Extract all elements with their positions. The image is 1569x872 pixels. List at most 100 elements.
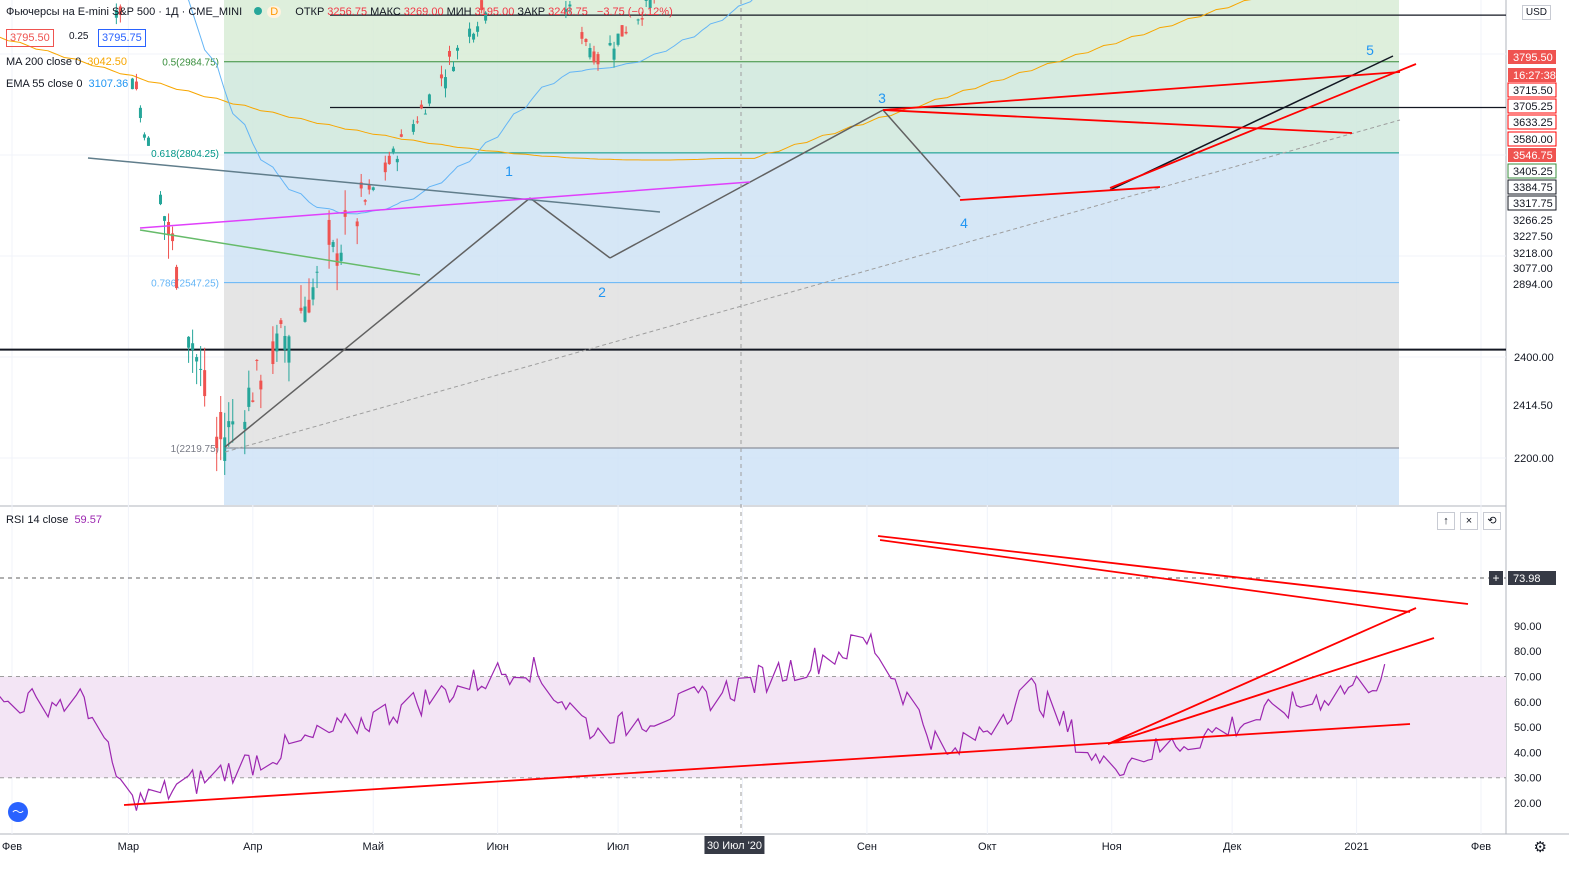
candle-body-69 [359, 182, 363, 189]
candle-body-79 [415, 121, 419, 123]
time-label-10: Дек [1223, 841, 1242, 853]
time-label-9: Ноя [1102, 841, 1122, 853]
price-tick-4: 2200.00 [1514, 453, 1554, 465]
candle-body-75 [391, 148, 395, 153]
price-tag-bg-8 [1507, 179, 1557, 195]
candle-body-59 [303, 306, 307, 322]
candle-body-53 [271, 341, 275, 365]
candle-body-115 [616, 33, 620, 45]
dashed-trend-line [224, 119, 1401, 453]
maximize-pane-button[interactable]: ⟲ [1483, 512, 1501, 530]
candle-body-36 [171, 233, 175, 242]
ohlc-value-1: 3269.00 [403, 6, 444, 18]
candle-body-73 [383, 162, 387, 173]
fib-label-3: 0.5(2984.75) [162, 58, 219, 69]
rsi-tick-2: 70.00 [1514, 672, 1542, 684]
price-tag-bg-13 [1508, 261, 1556, 275]
price-tick-3: 2400.00 [1514, 352, 1554, 364]
candle-body-52 [259, 380, 263, 390]
price-tag-bg-5 [1507, 131, 1557, 147]
candle-body-91 [480, 0, 484, 11]
ema55-legend[interactable]: EMA 55 close 0 3107.36 [6, 78, 131, 90]
red-upper-channel [882, 71, 1401, 111]
fib-label-5: 0.786(2547.25) [151, 279, 219, 290]
rsi-tick-5: 40.00 [1514, 747, 1542, 759]
price-tag-4: 3633.25 [1513, 117, 1553, 129]
candle-body-65 [335, 253, 339, 266]
candle-body-46 [227, 421, 231, 428]
ask-price[interactable]: 3795.75 [98, 29, 146, 47]
candle-body-28 [130, 78, 134, 90]
close-pane-button[interactable]: × [1460, 512, 1478, 530]
rsi-rising-line-2 [1107, 637, 1435, 745]
candle-body-108 [580, 32, 584, 39]
wave-label-4: 4 [960, 215, 968, 231]
rsi-tick-7: 20.00 [1514, 798, 1542, 810]
rsi-resistance-line-2 [879, 539, 1411, 613]
rsi-rising-line [1107, 607, 1417, 745]
candle-body-30 [138, 107, 142, 119]
price-tag-bg-6 [1508, 148, 1556, 162]
candle-body-70 [363, 200, 367, 202]
candle-body-110 [588, 48, 592, 58]
time-crosshair-tag-bg [704, 836, 765, 854]
time-label-4: Июн [487, 841, 509, 853]
price-change: −3.75 (−0.12%) [596, 6, 673, 18]
price-tag-bg-11 [1508, 229, 1556, 243]
candle-body-55 [279, 320, 283, 325]
move-pane-up-button[interactable]: ↑ [1437, 512, 1455, 530]
time-label-6: 30 Июл '20 [707, 840, 762, 852]
price-tag-3: 3705.25 [1513, 101, 1553, 113]
price-tag-0: 3795.50 [1513, 52, 1553, 64]
ma200-legend[interactable]: MA 200 close 0 3042.50 [6, 56, 130, 68]
price-tag-12: 3218.00 [1513, 248, 1553, 260]
candle-body-34 [163, 216, 167, 221]
candle-body-112 [596, 54, 600, 65]
time-label-8: Окт [978, 841, 997, 853]
candle-body-83 [439, 74, 443, 79]
bid-price[interactable]: 3795.50 [6, 29, 54, 47]
wave-line-1 [224, 197, 531, 448]
candle-body-71 [367, 184, 371, 190]
price-tag-bg-9 [1507, 195, 1557, 211]
fib-zone-2 [224, 0, 1399, 62]
candle-body-119 [640, 18, 644, 20]
candle-body-33 [159, 194, 163, 205]
candle-body-118 [636, 19, 640, 21]
rsi-label: RSI 14 close [6, 514, 69, 526]
currency-badge[interactable]: USD [1521, 5, 1551, 20]
time-label-12: Фев [1471, 841, 1491, 853]
ma200-value: 3042.50 [87, 56, 128, 68]
settings-gear-icon[interactable]: ⚙ [1533, 839, 1547, 856]
wave-line-4 [882, 109, 961, 198]
candle-body-120 [644, 0, 648, 1]
candle-body-58 [299, 307, 303, 311]
spread: 0.25 [69, 31, 89, 42]
tradingview-logo-icon[interactable]: 〜 [8, 802, 28, 822]
delay-badge: D [267, 6, 282, 18]
price-tag-bg-1 [1508, 68, 1556, 82]
ohlc-values: ОТКР 3256.75 МАКС 3269.00 МИН 3195.00 ЗАКР 3248… [295, 6, 591, 18]
falling-line [87, 157, 661, 213]
candle-body-62 [315, 271, 319, 273]
red-inner-line [882, 109, 1353, 134]
price-tag-11: 3227.50 [1513, 231, 1553, 243]
candle-body-88 [468, 28, 472, 37]
candle-body-78 [411, 124, 415, 132]
candle-body-60 [307, 299, 311, 313]
wave-label-2: 2 [598, 284, 606, 300]
price-tag-bg-3 [1507, 98, 1557, 114]
time-label-5: Июл [607, 841, 629, 853]
candle-body-111 [592, 51, 596, 63]
candle-body-74 [387, 155, 391, 165]
candle-body-107 [568, 4, 572, 7]
rsi-legend[interactable]: RSI 14 close 59.57 [6, 514, 105, 526]
green-line [139, 229, 421, 276]
rsi-resistance-line [877, 535, 1469, 605]
candle-body-106 [564, 9, 568, 12]
ohlc-key-3: ЗАКР [517, 6, 546, 18]
candle-body-41 [199, 368, 203, 370]
price-tag-14: 2894.00 [1513, 279, 1553, 291]
candle-body-48 [243, 421, 247, 430]
